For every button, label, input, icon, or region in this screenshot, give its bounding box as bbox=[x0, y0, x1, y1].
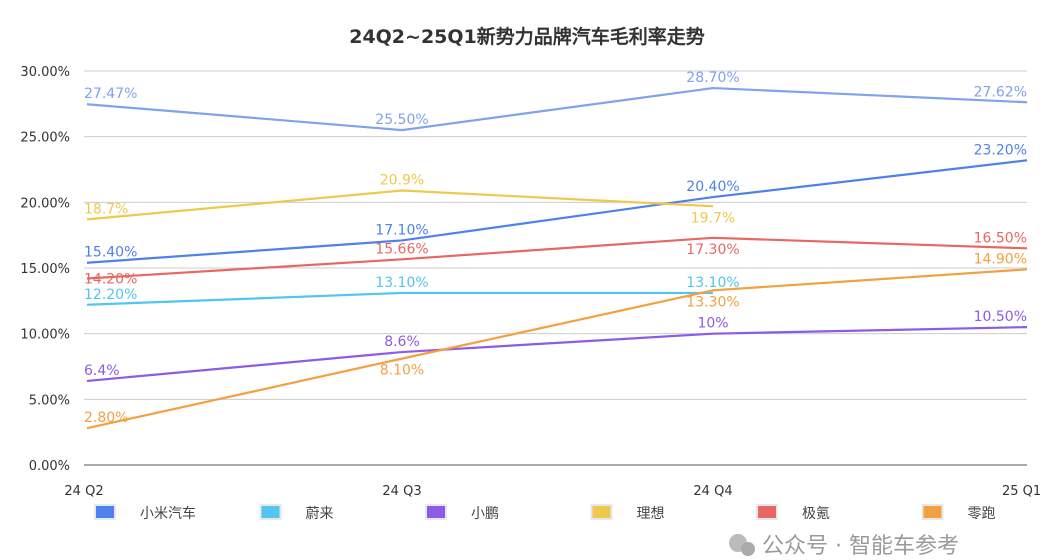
watermark: 公众号 · 智能车参考 bbox=[762, 534, 959, 559]
data-label: 16.50% bbox=[974, 230, 1027, 246]
data-label: 14.90% bbox=[974, 251, 1027, 267]
legend-swatch bbox=[259, 504, 282, 520]
legend-label: 极氪 bbox=[802, 506, 830, 522]
wechat-icon-2 bbox=[741, 542, 755, 556]
legend-swatch bbox=[921, 504, 944, 520]
data-label: 10.50% bbox=[974, 309, 1027, 325]
data-label: 17.10% bbox=[375, 222, 428, 238]
legend-swatch bbox=[756, 504, 778, 520]
data-label: 25.50% bbox=[375, 112, 428, 128]
y-tick-label: 15.00% bbox=[20, 262, 70, 277]
data-label: 15.40% bbox=[84, 245, 137, 261]
chart-title: 24Q2~25Q1新势力品牌汽车毛利率走势 bbox=[349, 25, 705, 48]
legend-swatch bbox=[425, 504, 447, 520]
data-label: 23.20% bbox=[974, 142, 1027, 158]
data-label: 13.10% bbox=[375, 275, 428, 291]
x-tick-label: 24 Q4 bbox=[693, 484, 732, 499]
data-label: 17.30% bbox=[686, 242, 739, 258]
series-line bbox=[86, 291, 713, 306]
series-line bbox=[86, 189, 714, 221]
data-label: 10% bbox=[697, 316, 728, 332]
x-tick-label: 24 Q2 bbox=[64, 484, 103, 499]
x-tick-label: 24 Q3 bbox=[382, 484, 421, 499]
data-label: 15.66% bbox=[375, 241, 428, 257]
data-label: 12.20% bbox=[84, 287, 137, 303]
data-label: 20.9% bbox=[380, 173, 424, 189]
data-label: 19.7% bbox=[691, 210, 735, 226]
data-label: 27.47% bbox=[84, 86, 137, 102]
y-tick-label: 0.00% bbox=[29, 459, 70, 474]
legend-label: 蔚来 bbox=[306, 506, 334, 522]
y-tick-label: 10.00% bbox=[20, 328, 70, 343]
y-tick-label: 25.00% bbox=[20, 131, 70, 146]
data-label: 13.30% bbox=[686, 294, 739, 310]
series-line bbox=[86, 159, 1028, 264]
data-label: 14.20% bbox=[84, 272, 137, 288]
data-label: 27.62% bbox=[974, 84, 1027, 100]
data-label: 20.40% bbox=[686, 179, 739, 195]
y-tick-label: 30.00% bbox=[20, 65, 70, 80]
legend-swatch bbox=[590, 504, 613, 520]
legend-label: 理想 bbox=[637, 506, 665, 522]
series-line bbox=[86, 326, 1028, 383]
y-tick-label: 5.00% bbox=[29, 393, 70, 408]
data-label: 2.80% bbox=[84, 410, 128, 426]
x-tick-label: 25 Q1 bbox=[1002, 484, 1041, 499]
y-tick-label: 20.00% bbox=[20, 196, 70, 211]
legend-swatch bbox=[94, 504, 116, 520]
data-label: 8.6% bbox=[384, 334, 420, 350]
series-line bbox=[86, 268, 1028, 430]
series-line bbox=[86, 236, 1028, 280]
data-label: 6.4% bbox=[84, 363, 120, 379]
data-label: 8.10% bbox=[380, 363, 424, 379]
data-label: 28.70% bbox=[686, 70, 739, 86]
legend-label: 小米汽车 bbox=[140, 505, 196, 522]
data-label: 18.7% bbox=[84, 201, 128, 217]
legend-label: 零跑 bbox=[968, 506, 996, 522]
legend-label: 小鹏 bbox=[471, 506, 499, 522]
data-label: 13.10% bbox=[686, 275, 739, 291]
series-line bbox=[86, 86, 1028, 132]
